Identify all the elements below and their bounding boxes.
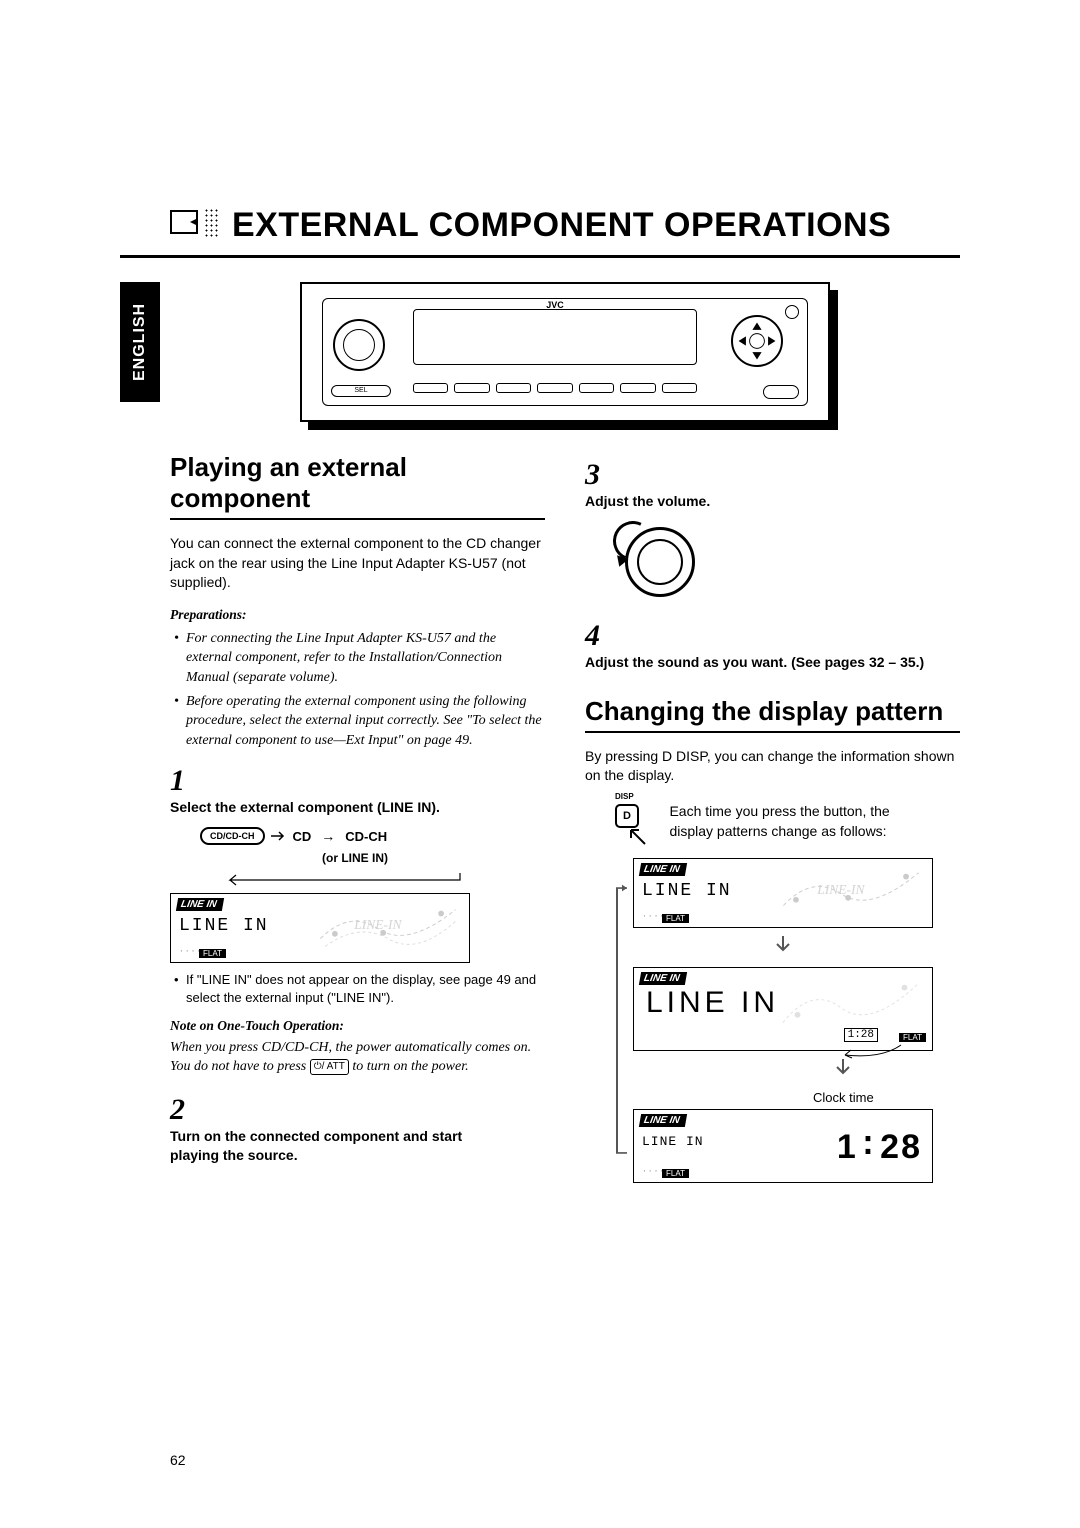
right-column: 3 Adjust the volume. 4 Adjust the sound … bbox=[585, 452, 960, 1428]
step-2: 2 Turn on the connected component and st… bbox=[170, 1093, 545, 1165]
step-text: Select the external component (LINE IN). bbox=[170, 798, 515, 817]
disp-intro: By pressing D DISP, you can change the i… bbox=[585, 747, 960, 786]
step-number: 4 bbox=[585, 619, 611, 653]
external-component-icon bbox=[170, 204, 218, 246]
volume-knob-icon bbox=[333, 319, 385, 371]
lcd-animation-icon bbox=[776, 974, 926, 1044]
cd-label: CD bbox=[293, 829, 312, 844]
down-arrow-with-label bbox=[633, 1057, 933, 1084]
svg-text:LINE-IN: LINE-IN bbox=[816, 882, 865, 897]
lcd-animation-icon: LINE-IN bbox=[776, 865, 926, 921]
step-number: 3 bbox=[585, 458, 611, 492]
linein-note: If "LINE IN" does not appear on the disp… bbox=[174, 971, 545, 1007]
lcd-main-text: LINE IN bbox=[179, 916, 269, 936]
note-body-b: to turn on the power. bbox=[352, 1059, 468, 1074]
step-text: Adjust the sound as you want. (See pages… bbox=[585, 653, 930, 672]
one-touch-heading: Note on One-Touch Operation: bbox=[170, 1018, 545, 1034]
lcd-animation-icon: LINE-IN bbox=[313, 900, 463, 956]
note-body-a: When you press CD/CD-CH, the power autom… bbox=[170, 1040, 531, 1075]
step-3: 3 Adjust the volume. bbox=[585, 458, 960, 511]
or-linein-label: (or LINE IN) bbox=[322, 851, 545, 865]
lcd-clock-large: 1:28 bbox=[837, 1128, 922, 1169]
press-arrow-icon bbox=[625, 824, 649, 848]
eject-button-icon bbox=[785, 305, 799, 319]
disp-label: DISP bbox=[615, 792, 634, 801]
section-heading: Playing an external component bbox=[170, 452, 545, 520]
cd-cdch-button-icon: CD/CD-CH bbox=[200, 827, 265, 845]
lcd-eq-flat: FLAT bbox=[662, 1169, 689, 1178]
power-att-icon: ⏻/ ATT bbox=[310, 1059, 349, 1075]
arrow-icon bbox=[269, 829, 289, 843]
down-arrow-icon bbox=[633, 934, 933, 961]
d-disp-button-illustration: DISP D bbox=[615, 804, 655, 848]
lcd-source-tag: LINE IN bbox=[176, 898, 224, 911]
lcd-source-tag: LINE IN bbox=[639, 1114, 687, 1127]
lcd-source-tag: LINE IN bbox=[639, 972, 687, 985]
lcd-source-tag: LINE IN bbox=[639, 863, 687, 876]
cycle-return-arrow bbox=[220, 873, 470, 887]
manual-page: EXTERNAL COMPONENT OPERATIONS ENGLISH JV… bbox=[0, 0, 1080, 1528]
page-title-row: EXTERNAL COMPONENT OPERATIONS bbox=[170, 204, 891, 246]
disp-button-row: DISP D Each time you press the button, t… bbox=[585, 800, 960, 848]
cdch-button-icon bbox=[763, 385, 799, 399]
lcd-eq-flat: FLAT bbox=[662, 914, 689, 923]
lcd-pattern-3: LINE IN LINE IN ····· FLAT 1:28 bbox=[633, 1109, 933, 1183]
prep-item: For connecting the Line Input Adapter KS… bbox=[174, 629, 545, 688]
car-radio-illustration: JVC SEL bbox=[300, 282, 830, 422]
step-1: 1 Select the external component (LINE IN… bbox=[170, 764, 545, 817]
step-text: Adjust the volume. bbox=[585, 492, 930, 511]
prep-item: Before operating the external component … bbox=[174, 692, 545, 751]
intro-text: You can connect the external component t… bbox=[170, 534, 545, 593]
content-columns: Playing an external component You can co… bbox=[170, 452, 960, 1428]
radio-brand: JVC bbox=[546, 300, 564, 310]
preparations-heading: Preparations: bbox=[170, 607, 545, 623]
lcd-display-linein: LINE IN LINE IN ····· FLAT LINE-IN bbox=[170, 893, 470, 963]
lcd-eq-flat: FLAT bbox=[199, 949, 226, 958]
step-number: 1 bbox=[170, 764, 196, 798]
step-text: Turn on the connected component and star… bbox=[170, 1127, 515, 1165]
preset-buttons-icon bbox=[413, 379, 697, 397]
lcd-pattern-2: LINE IN LINE IN 1:28 FLAT bbox=[633, 967, 933, 1051]
lcd-main-text: LINE IN bbox=[646, 986, 779, 1020]
title-rule bbox=[120, 255, 960, 258]
language-tab: ENGLISH bbox=[120, 282, 160, 402]
loop-arrow-icon bbox=[613, 878, 631, 1163]
lcd-pattern-1: LINE IN LINE IN ····· FLAT LINE-IN bbox=[633, 858, 933, 928]
lcd-main-text: LINE IN bbox=[642, 1134, 704, 1149]
preparations-list: For connecting the Line Input Adapter KS… bbox=[174, 629, 545, 751]
page-title: EXTERNAL COMPONENT OPERATIONS bbox=[232, 206, 891, 245]
cdch-label: CD-CH bbox=[345, 829, 387, 844]
radio-display-icon: JVC bbox=[413, 309, 697, 365]
page-number: 62 bbox=[170, 1452, 186, 1468]
dpad-icon bbox=[731, 315, 783, 367]
clock-time-label: Clock time bbox=[813, 1090, 960, 1105]
source-cycle-diagram: CD/CD-CH CD → CD-CH bbox=[200, 827, 545, 845]
left-column: Playing an external component You can co… bbox=[170, 452, 545, 1428]
sel-button-icon: SEL bbox=[331, 385, 391, 397]
display-pattern-stack: LINE IN LINE IN ····· FLAT LINE-IN bbox=[613, 858, 960, 1183]
svg-text:LINE-IN: LINE-IN bbox=[353, 917, 402, 932]
step-number: 2 bbox=[170, 1093, 196, 1127]
lcd-main-text: LINE IN bbox=[642, 881, 732, 901]
volume-knob-illustration bbox=[615, 517, 715, 607]
step-4: 4 Adjust the sound as you want. (See pag… bbox=[585, 619, 960, 672]
disp-description: Each time you press the button, the disp… bbox=[669, 802, 929, 841]
arrow-icon: → bbox=[321, 828, 335, 844]
one-touch-body: When you press CD/CD-CH, the power autom… bbox=[170, 1038, 545, 1077]
section-heading: Changing the display pattern bbox=[585, 696, 960, 733]
